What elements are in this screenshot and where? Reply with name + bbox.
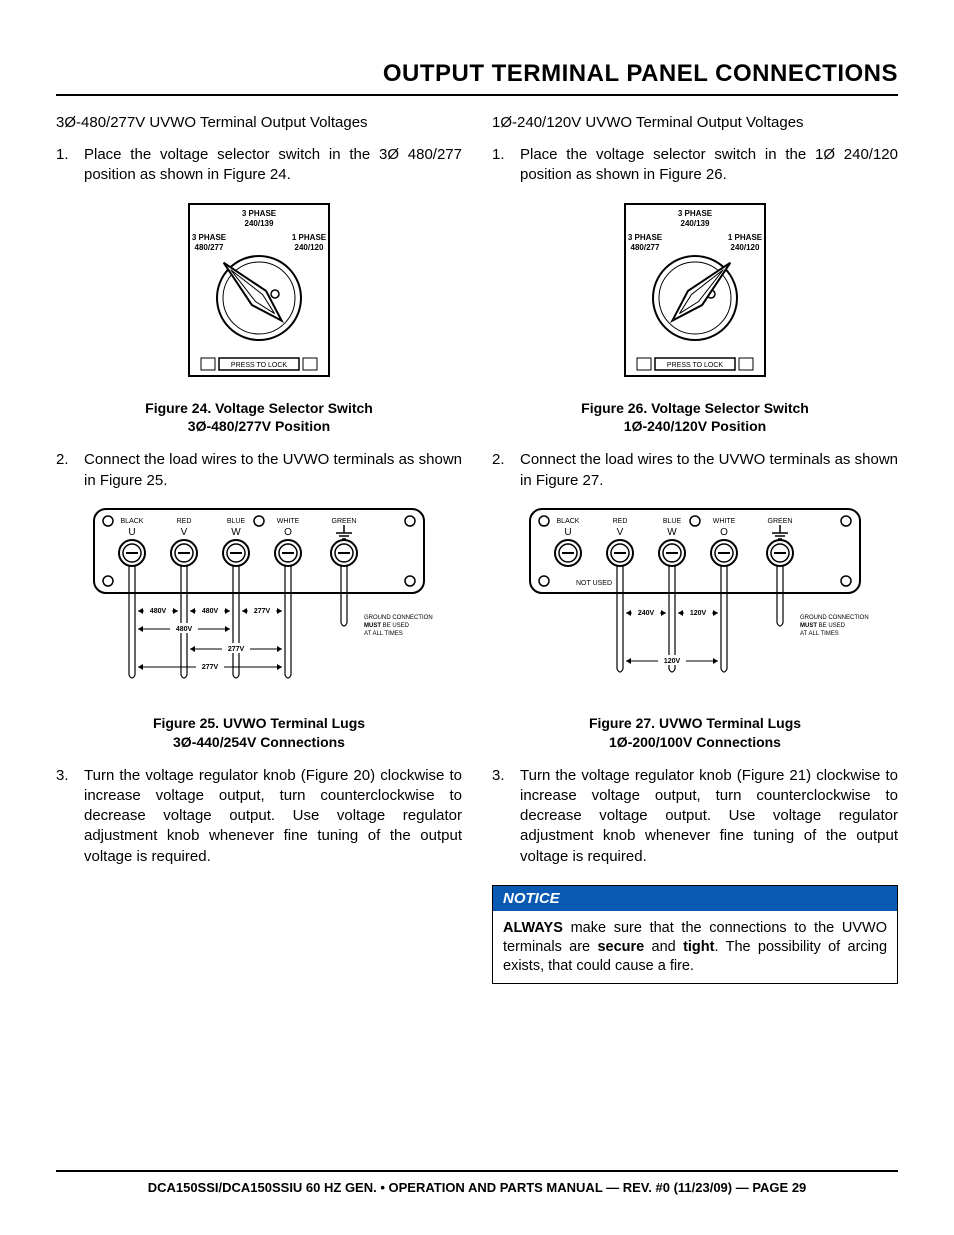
left-step-1: Place the voltage selector switch in the… (56, 145, 462, 186)
svg-text:BLACK: BLACK (121, 518, 144, 525)
svg-text:277V: 277V (228, 646, 245, 653)
content-columns: 3Ø-480/277V UVWO Terminal Output Voltage… (56, 114, 898, 984)
right-step-2: Connect the load wires to the UVWO termi… (492, 450, 898, 491)
right-step-1: Place the voltage selector switch in the… (492, 145, 898, 186)
fig26-caption-line1: Figure 26. Voltage Selector Switch (581, 400, 809, 416)
svg-text:240/139: 240/139 (681, 219, 710, 228)
svg-text:AT ALL TIMES: AT ALL TIMES (800, 631, 839, 637)
figure-27-caption: Figure 27. UVWO Terminal Lugs 1Ø-200/100… (492, 714, 898, 752)
svg-text:WHITE: WHITE (277, 518, 300, 525)
svg-text:GREEN: GREEN (768, 518, 793, 525)
fig24-caption-line1: Figure 24. Voltage Selector Switch (145, 400, 373, 416)
svg-text:BLUE: BLUE (227, 518, 246, 525)
fig24-caption-line2: 3Ø-480/277V Position (188, 418, 330, 434)
svg-text:277V: 277V (254, 608, 271, 615)
svg-text:V: V (181, 527, 188, 538)
notice-box: NOTICE ALWAYS make sure that the connect… (492, 885, 898, 985)
svg-text:277V: 277V (202, 664, 219, 671)
svg-text:RED: RED (177, 518, 192, 525)
right-column: 1Ø-240/120V UVWO Terminal Output Voltage… (492, 114, 898, 984)
figure-27-diagram: BLACK U RED V BLUE W WHITE O GREEN NOT USED 240V 12… (492, 501, 898, 706)
fig26-caption-line2: 1Ø-240/120V Position (624, 418, 766, 434)
svg-text:3 PHASE: 3 PHASE (242, 209, 277, 218)
notice-body: ALWAYS make sure that the connections to… (493, 911, 897, 984)
svg-text:3 PHASE: 3 PHASE (192, 233, 227, 242)
svg-text:U: U (128, 527, 135, 538)
svg-text:240V: 240V (638, 610, 655, 617)
svg-text:NOT USED: NOT USED (576, 580, 612, 587)
svg-text:O: O (720, 527, 728, 538)
svg-text:1 PHASE: 1 PHASE (292, 233, 327, 242)
svg-text:PRESS TO LOCK: PRESS TO LOCK (231, 362, 287, 369)
svg-text:W: W (231, 527, 241, 538)
notice-header: NOTICE (493, 886, 897, 911)
right-heading: 1Ø-240/120V UVWO Terminal Output Voltage… (492, 114, 898, 131)
svg-text:240/120: 240/120 (731, 243, 760, 252)
figure-25-caption: Figure 25. UVWO Terminal Lugs 3Ø-440/254… (56, 714, 462, 752)
left-steps: Place the voltage selector switch in the… (56, 145, 462, 186)
left-steps-2: Connect the load wires to the UVWO termi… (56, 450, 462, 491)
svg-text:GROUND CONNECTION: GROUND CONNECTION (364, 615, 433, 621)
svg-text:1 PHASE: 1 PHASE (728, 233, 763, 242)
right-step-3: Turn the voltage regulator knob (Figure … (492, 766, 898, 867)
svg-text:WHITE: WHITE (713, 518, 736, 525)
figure-24-caption: Figure 24. Voltage Selector Switch 3Ø-48… (56, 399, 462, 437)
svg-text:480V: 480V (202, 608, 219, 615)
figure-26-caption: Figure 26. Voltage Selector Switch 1Ø-24… (492, 399, 898, 437)
svg-text:BLUE: BLUE (663, 518, 682, 525)
left-step-2: Connect the load wires to the UVWO termi… (56, 450, 462, 491)
svg-text:480V: 480V (150, 608, 167, 615)
svg-text:3 PHASE: 3 PHASE (628, 233, 663, 242)
figure-26-diagram: 3 PHASE240/1393 PHASE480/2771 PHASE240/1… (492, 196, 898, 391)
svg-text:MUST BE USED: MUST BE USED (800, 623, 846, 629)
svg-text:3 PHASE: 3 PHASE (678, 209, 713, 218)
figure-25-diagram: BLACK U RED V BLUE W WHITE O GREEN 480V 480V 277V 48… (56, 501, 462, 706)
page-footer: DCA150SSI/DCA150SSIU 60 HZ GEN. • OPERAT… (56, 1170, 898, 1195)
svg-text:GROUND CONNECTION: GROUND CONNECTION (800, 615, 869, 621)
left-step-3: Turn the voltage regulator knob (Figure … (56, 766, 462, 867)
svg-text:480/277: 480/277 (195, 243, 224, 252)
svg-text:W: W (667, 527, 677, 538)
svg-text:240/139: 240/139 (245, 219, 274, 228)
svg-text:O: O (284, 527, 292, 538)
left-column: 3Ø-480/277V UVWO Terminal Output Voltage… (56, 114, 462, 984)
svg-text:240/120: 240/120 (295, 243, 324, 252)
right-steps-2: Connect the load wires to the UVWO termi… (492, 450, 898, 491)
fig27-caption-line1: Figure 27. UVWO Terminal Lugs (589, 715, 801, 731)
svg-text:BLACK: BLACK (557, 518, 580, 525)
svg-text:U: U (564, 527, 571, 538)
svg-text:GREEN: GREEN (332, 518, 357, 525)
left-steps-3: Turn the voltage regulator knob (Figure … (56, 766, 462, 867)
svg-text:V: V (617, 527, 624, 538)
svg-text:AT ALL TIMES: AT ALL TIMES (364, 631, 403, 637)
svg-text:PRESS TO LOCK: PRESS TO LOCK (667, 362, 723, 369)
fig27-caption-line2: 1Ø-200/100V Connections (609, 734, 781, 750)
page-title: OUTPUT TERMINAL PANEL CONNECTIONS (56, 60, 898, 96)
figure-24-diagram: 3 PHASE240/1393 PHASE480/2771 PHASE240/1… (56, 196, 462, 391)
svg-text:120V: 120V (664, 658, 681, 665)
svg-text:MUST BE USED: MUST BE USED (364, 623, 410, 629)
right-steps: Place the voltage selector switch in the… (492, 145, 898, 186)
svg-text:120V: 120V (690, 610, 707, 617)
svg-text:480V: 480V (176, 626, 193, 633)
fig25-caption-line2: 3Ø-440/254V Connections (173, 734, 345, 750)
svg-text:RED: RED (613, 518, 628, 525)
fig25-caption-line1: Figure 25. UVWO Terminal Lugs (153, 715, 365, 731)
svg-text:480/277: 480/277 (631, 243, 660, 252)
left-heading: 3Ø-480/277V UVWO Terminal Output Voltage… (56, 114, 462, 131)
right-steps-3: Turn the voltage regulator knob (Figure … (492, 766, 898, 867)
